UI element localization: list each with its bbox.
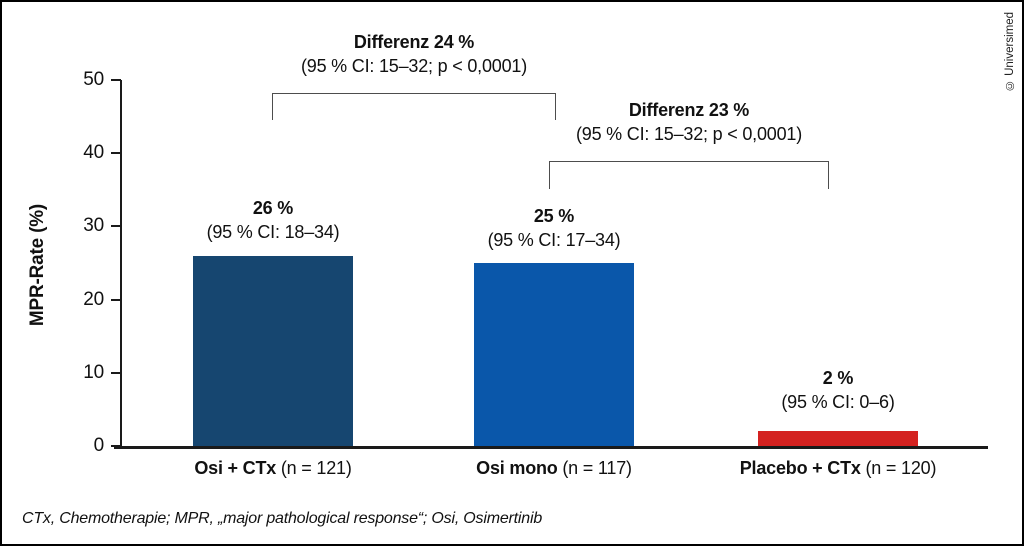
bar-value: 2 % — [822, 368, 854, 388]
bar-value-label: 25 % (95 % CI: 17–34) — [424, 204, 684, 252]
group-n: (n = 121) — [280, 458, 352, 478]
y-tick-mark — [111, 445, 121, 447]
y-tick-label-30: 30 — [83, 215, 104, 236]
bar-value: 26 % — [252, 198, 294, 218]
y-tick-mark — [111, 152, 121, 154]
y-tick-label-10: 10 — [83, 362, 104, 383]
x-label-placebo-ctx: Placebo + CTx (n = 120) — [698, 458, 978, 479]
comparison-ci: (95 % CI: 15–32; p < 0,0001) — [575, 124, 803, 144]
comparison-annotation: Differenz 24 % (95 % CI: 15–32; p < 0,00… — [249, 30, 579, 78]
x-label-osi-ctx: Osi + CTx (n = 121) — [133, 458, 413, 479]
group-name: Placebo + CTx — [739, 458, 861, 478]
y-tick-mark — [111, 299, 121, 301]
group-name: Osi + CTx — [194, 458, 277, 478]
comparison-difference: Differenz 24 % — [353, 32, 475, 52]
comparison-ci: (95 % CI: 15–32; p < 0,0001) — [300, 56, 528, 76]
comparison-bracket — [272, 93, 556, 120]
y-tick-mark — [111, 79, 121, 81]
x-axis-line — [114, 446, 988, 449]
comparison-bracket — [549, 161, 829, 189]
bar-value-label: 26 % (95 % CI: 18–34) — [143, 196, 403, 244]
bar-placebo-ctx — [758, 431, 918, 446]
y-tick-label-20: 20 — [83, 289, 104, 310]
comparison-difference: Differenz 23 % — [628, 100, 750, 120]
bar-osi-ctx — [193, 255, 353, 446]
bar-osi-mono — [474, 263, 634, 446]
bar-value-ci: (95 % CI: 17–34) — [487, 230, 621, 250]
y-axis-title: MPR-Rate (%) — [27, 203, 48, 327]
bar-value-ci: (95 % CI: 0–6) — [781, 392, 895, 412]
footnote: CTx, Chemotherapie; MPR, „major patholog… — [22, 510, 543, 527]
group-n: (n = 117) — [562, 458, 632, 478]
copyright-text: © Universimed — [1004, 12, 1016, 92]
group-n: (n = 120) — [865, 458, 937, 478]
x-label-osi-mono: Osi mono (n = 117) — [414, 458, 694, 479]
y-tick-label-50: 50 — [83, 69, 104, 90]
bar-value-ci: (95 % CI: 18–34) — [206, 222, 340, 242]
comparison-annotation: Differenz 23 % (95 % CI: 15–32; p < 0,00… — [524, 98, 854, 146]
y-tick-mark — [111, 225, 121, 227]
bar-value: 25 % — [533, 206, 575, 226]
group-name: Osi mono — [476, 458, 558, 478]
y-axis-line — [120, 80, 122, 447]
y-tick-label-0: 0 — [93, 435, 105, 456]
y-tick-mark — [111, 372, 121, 374]
bar-value-label: 2 % (95 % CI: 0–6) — [708, 366, 968, 414]
y-tick-label-40: 40 — [83, 142, 104, 163]
